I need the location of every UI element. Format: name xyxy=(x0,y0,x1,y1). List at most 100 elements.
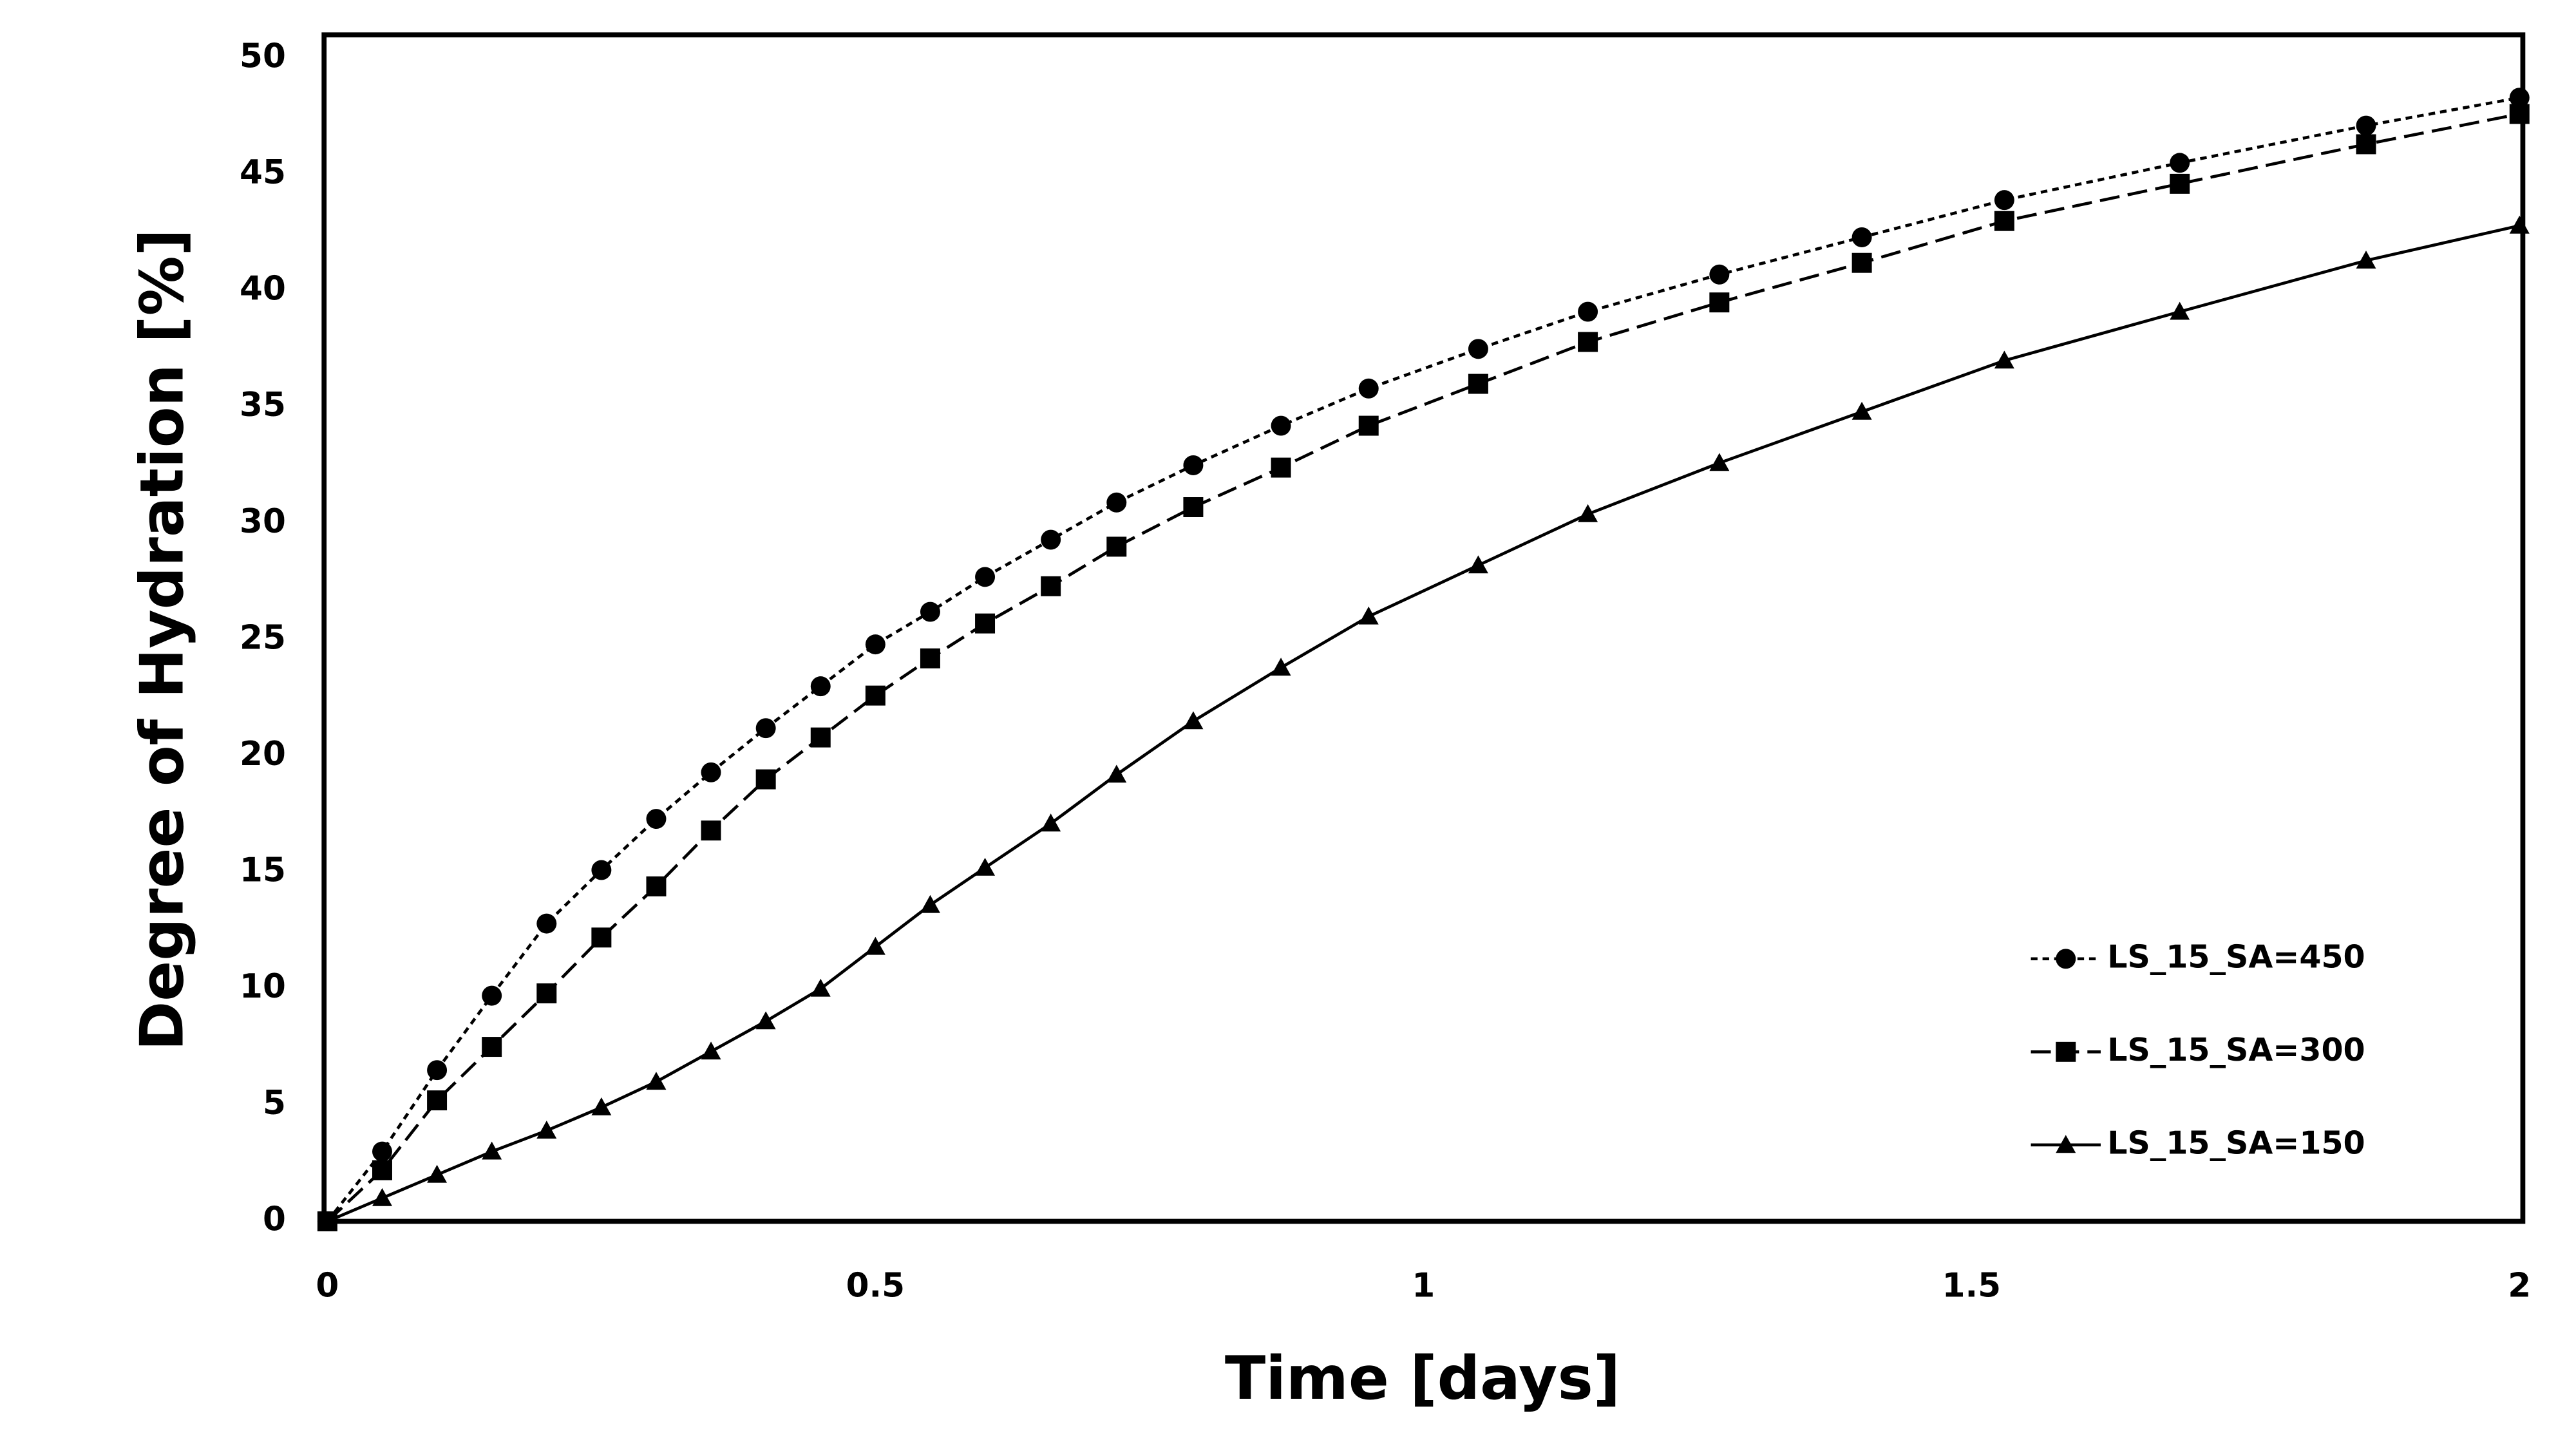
marker xyxy=(1271,415,1291,436)
marker xyxy=(2509,215,2530,234)
marker xyxy=(482,985,502,1006)
marker xyxy=(1852,227,1872,247)
x-tick-label: 0 xyxy=(316,1267,339,1305)
marker xyxy=(701,762,721,782)
marker xyxy=(1041,576,1061,596)
marker xyxy=(427,1164,448,1183)
marker xyxy=(865,634,886,655)
marker xyxy=(975,613,996,634)
marker xyxy=(591,1097,612,1115)
marker xyxy=(482,1037,502,1057)
marker xyxy=(1271,658,1291,676)
marker xyxy=(2509,88,2530,108)
marker xyxy=(1578,301,1598,322)
y-tick-label: 50 xyxy=(240,37,286,75)
x-tick-label: 1.5 xyxy=(1942,1267,2001,1305)
marker xyxy=(1106,492,1127,513)
marker xyxy=(2170,173,2190,194)
legend-marker xyxy=(2056,1041,2076,1062)
marker xyxy=(1271,457,1291,478)
marker xyxy=(755,769,776,790)
y-tick-label: 10 xyxy=(240,967,286,1006)
plot-frame xyxy=(321,32,2526,1224)
x-axis-title: Time [days] xyxy=(1225,1343,1620,1413)
marker xyxy=(920,601,940,622)
marker xyxy=(1468,555,1488,574)
marker xyxy=(1041,813,1061,832)
legend-marker xyxy=(2056,949,2076,969)
marker xyxy=(1709,292,1730,313)
marker xyxy=(646,809,667,829)
marker xyxy=(920,895,940,913)
marker xyxy=(1852,252,1872,273)
marker xyxy=(1994,211,2014,231)
marker xyxy=(2170,301,2190,320)
legend-label: LS_15_SA=450 xyxy=(2107,938,2365,975)
marker xyxy=(372,1188,392,1206)
marker xyxy=(1358,415,1379,436)
marker xyxy=(701,820,721,841)
marker xyxy=(755,718,776,739)
marker xyxy=(591,860,612,880)
series-line xyxy=(326,96,2520,1222)
marker xyxy=(2356,115,2376,136)
marker xyxy=(1852,401,1872,420)
y-tick-label: 35 xyxy=(240,386,286,424)
marker xyxy=(536,913,557,934)
marker xyxy=(2356,251,2376,269)
marker xyxy=(1106,536,1127,557)
legend-label: LS_15_SA=300 xyxy=(2107,1031,2365,1068)
marker xyxy=(865,685,886,706)
y-axis-title: Degree of Hydration [%] xyxy=(127,229,196,1051)
marker xyxy=(865,936,886,955)
marker xyxy=(536,1121,557,1139)
x-tick-label: 0.5 xyxy=(846,1267,905,1305)
y-tick-label: 15 xyxy=(240,851,286,890)
y-tick-label: 40 xyxy=(240,270,286,308)
marker xyxy=(701,1041,721,1060)
marker xyxy=(810,727,831,748)
series-line xyxy=(327,224,2520,1223)
marker xyxy=(755,1011,776,1030)
y-tick-label: 5 xyxy=(263,1084,286,1122)
marker xyxy=(1041,529,1061,550)
marker xyxy=(427,1090,448,1111)
marker xyxy=(1183,455,1204,475)
y-tick-label: 45 xyxy=(240,153,286,192)
marker xyxy=(591,927,612,948)
marker xyxy=(317,1211,337,1229)
marker xyxy=(810,676,831,697)
marker xyxy=(372,1141,392,1162)
marker xyxy=(975,857,996,876)
marker xyxy=(1578,332,1598,352)
marker xyxy=(1994,190,2014,211)
y-tick-label: 25 xyxy=(240,618,286,657)
marker xyxy=(1468,374,1488,394)
marker xyxy=(1358,606,1379,625)
x-tick-label: 1 xyxy=(1412,1267,1435,1305)
marker xyxy=(2356,134,2376,155)
y-tick-label: 30 xyxy=(240,502,286,541)
marker xyxy=(1183,497,1204,517)
marker xyxy=(1578,504,1598,522)
marker xyxy=(1709,453,1730,471)
marker xyxy=(482,1141,502,1160)
marker xyxy=(372,1160,392,1180)
marker xyxy=(810,978,831,997)
marker xyxy=(536,983,557,1003)
legend-marker xyxy=(2056,1135,2076,1153)
marker xyxy=(2170,153,2190,173)
legend-label: LS_15_SA=150 xyxy=(2107,1124,2365,1161)
marker xyxy=(1994,350,2014,369)
y-tick-label: 20 xyxy=(240,735,286,773)
marker xyxy=(1106,764,1127,783)
marker xyxy=(646,1072,667,1090)
marker xyxy=(2509,104,2530,124)
marker xyxy=(975,567,996,587)
marker xyxy=(1183,711,1204,730)
marker xyxy=(1468,339,1488,359)
marker xyxy=(1709,264,1730,285)
marker xyxy=(646,876,667,896)
y-tick-label: 0 xyxy=(263,1200,286,1239)
